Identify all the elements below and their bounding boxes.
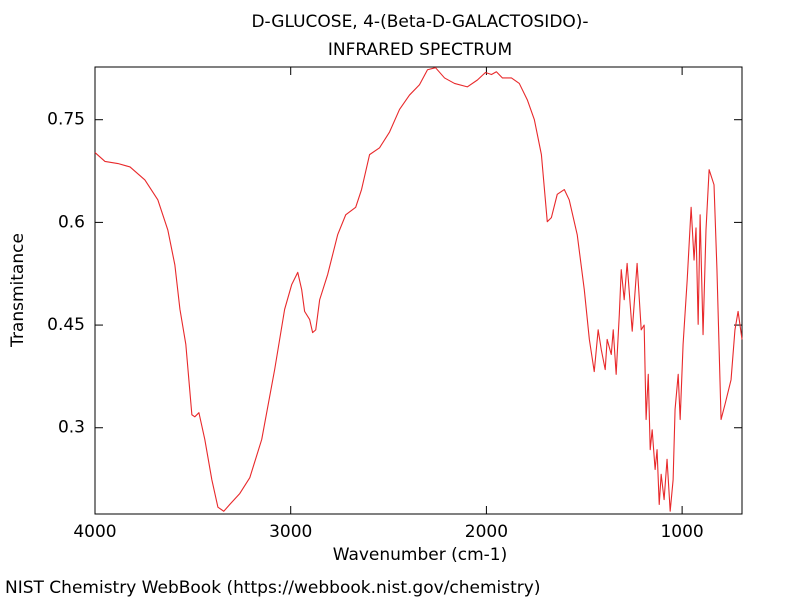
footer: NIST Chemistry WebBook (https://webbook.… [5,578,540,598]
y-tick-label: 0.3 [58,418,85,438]
chart-title: D-GLUCOSE, 4-(Beta-D-GALACTOSIDO)- [251,12,588,32]
chart-subtitle: INFRARED SPECTRUM [328,40,512,60]
x-tick-label: 2000 [465,522,508,542]
x-tick-label: 4000 [73,522,116,542]
y-tick-label: 0.6 [58,212,85,232]
spectrum-line [94,67,743,512]
plot-frame [94,66,743,515]
y-tick-label: 0.45 [47,315,85,335]
x-axis-label: Wavenumber (cm-1) [333,545,508,565]
x-tick-label: 3000 [269,522,312,542]
y-axis-label: Transmitance [8,233,28,348]
x-tick-label: 1000 [660,522,703,542]
y-tick-label: 0.75 [47,110,85,130]
